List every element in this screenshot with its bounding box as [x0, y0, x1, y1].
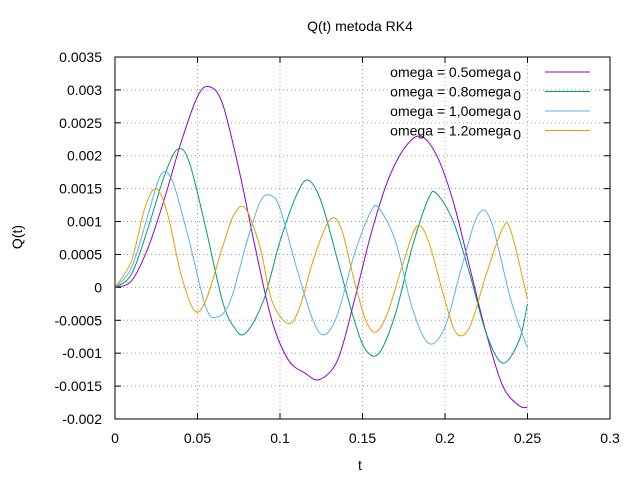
legend-label-3: omega = 1.2omega 0	[390, 123, 521, 143]
x-tick-label: 0.2	[435, 430, 455, 446]
y-tick-label: -0.002	[62, 411, 102, 427]
grid-lines	[115, 57, 610, 419]
x-tick-label: 0.25	[514, 430, 541, 446]
legend-label-text: omega = 0.5omega	[390, 64, 511, 80]
chart-title: Q(t) metoda RK4	[307, 18, 413, 34]
x-tick-label: 0.15	[349, 430, 376, 446]
legend-label-subscript: 0	[513, 107, 521, 123]
y-tick-label: -0.0005	[55, 312, 103, 328]
legend-label-subscript: 0	[513, 68, 521, 84]
legend-label-text: omega = 0.8omega	[390, 84, 511, 100]
series-line-0	[114, 85, 528, 409]
y-tick-label: -0.001	[62, 345, 102, 361]
series-line-1	[114, 147, 528, 364]
series-line-2	[114, 170, 528, 349]
y-tick-label: 0.0025	[59, 115, 102, 131]
legend-label-0: omega = 0.5omega 0	[390, 64, 521, 84]
y-tick-label: 0.002	[67, 148, 102, 164]
legend-label-text: omega = 1,0omega	[390, 103, 511, 119]
y-axis-label: Q(t)	[9, 225, 25, 249]
legend: omega = 0.5omega 0omega = 0.8omega 0omega …	[390, 64, 590, 143]
y-tick-label: 0.0015	[59, 181, 102, 197]
y-tick-label: 0.003	[67, 82, 102, 98]
x-tick-label: 0.3	[600, 430, 620, 446]
series-line-3	[114, 188, 528, 337]
legend-label-text: omega = 1.2omega	[390, 123, 511, 139]
y-tick-label: 0.0035	[59, 49, 102, 65]
legend-label-1: omega = 0.8omega 0	[390, 84, 521, 104]
legend-label-subscript: 0	[513, 127, 521, 143]
y-tick-label: -0.0015	[55, 378, 103, 394]
legend-label-2: omega = 1,0omega 0	[390, 103, 521, 123]
y-tick-label: 0.0005	[59, 246, 102, 262]
x-tick-label: 0.05	[184, 430, 211, 446]
y-tick-label: 0.001	[67, 214, 102, 230]
x-axis-label: t	[358, 457, 362, 473]
x-tick-label: 0.1	[270, 430, 290, 446]
plot-series	[114, 85, 528, 409]
x-tick-label: 0	[111, 430, 119, 446]
axis-ticks: 0 0.05 0.1 0.15 0.2 0.25 0.3 -0.002 -0.0015 -0.00…	[55, 49, 620, 446]
y-tick-label: 0	[94, 279, 102, 295]
legend-label-subscript: 0	[513, 88, 521, 104]
plot-frame	[114, 56, 611, 420]
